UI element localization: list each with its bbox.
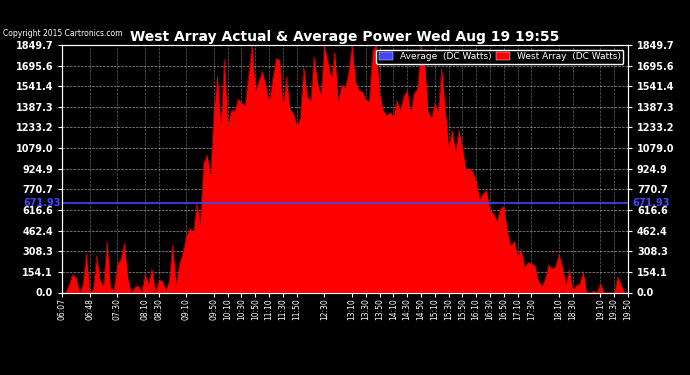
Text: 671.93: 671.93 <box>632 198 669 208</box>
Legend: Average  (DC Watts), West Array  (DC Watts): Average (DC Watts), West Array (DC Watts… <box>377 50 623 64</box>
Text: Copyright 2015 Cartronics.com: Copyright 2015 Cartronics.com <box>3 28 123 38</box>
Title: West Array Actual & Average Power Wed Aug 19 19:55: West Array Actual & Average Power Wed Au… <box>130 30 560 44</box>
Text: 671.93: 671.93 <box>23 198 61 208</box>
